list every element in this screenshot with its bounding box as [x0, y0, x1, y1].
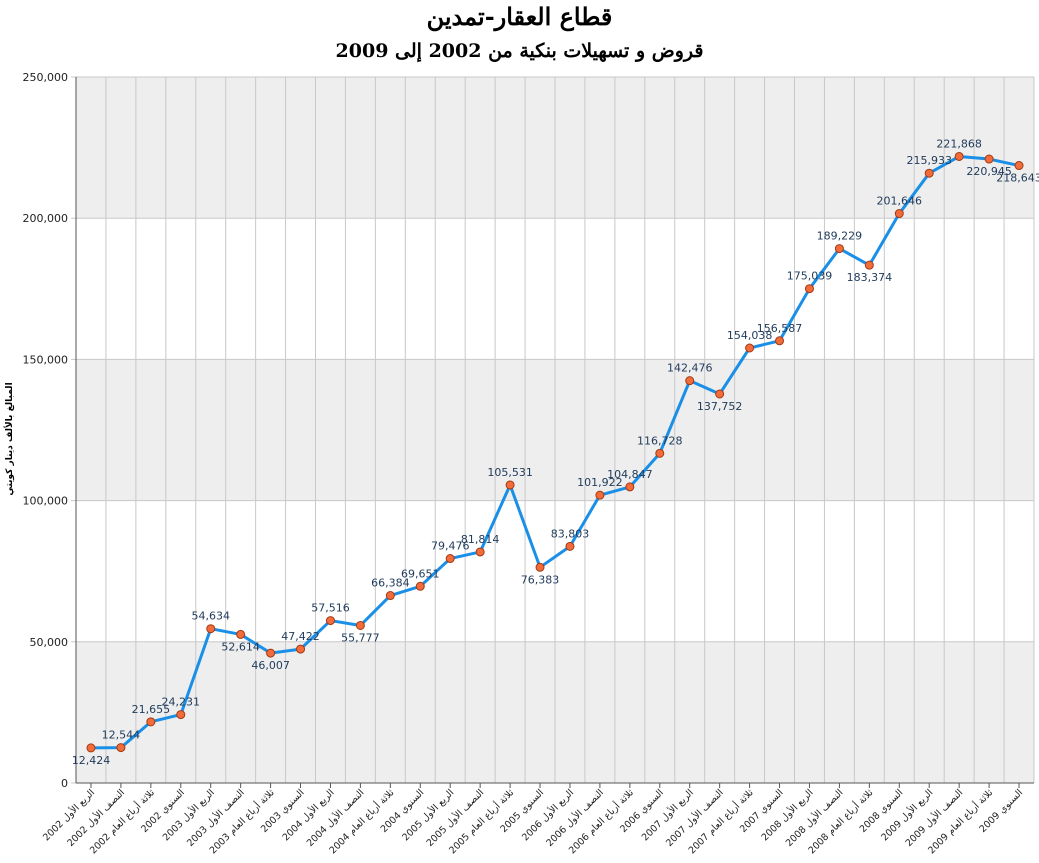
data-label: 215,933 — [906, 154, 952, 167]
data-label: 154,038 — [727, 329, 773, 342]
data-label: 12,544 — [102, 729, 141, 742]
data-point — [355, 620, 365, 630]
x-tick-label: الربع الأول 2002 — [40, 787, 97, 844]
x-tick-label: الربع الأول 2009 — [879, 787, 936, 844]
data-point — [535, 562, 545, 572]
data-label: 183,374 — [847, 271, 893, 284]
data-label: 24,231 — [162, 696, 201, 709]
data-point — [296, 644, 306, 654]
data-point — [864, 260, 874, 270]
data-label: 54,634 — [191, 610, 230, 623]
y-tick-label: 150,000 — [23, 353, 69, 366]
data-label: 47,422 — [281, 630, 320, 643]
data-label: 137,752 — [697, 400, 743, 413]
data-label: 101,922 — [577, 476, 623, 489]
data-label: 55,777 — [341, 631, 380, 644]
data-point — [595, 490, 605, 500]
axes — [75, 77, 1034, 788]
data-point — [445, 554, 455, 564]
data-label: 46,007 — [251, 659, 290, 672]
x-tick-label: الربع الأول 2005 — [400, 787, 457, 844]
data-label: 12,424 — [72, 754, 111, 767]
data-point — [505, 480, 515, 490]
data-point — [325, 616, 335, 626]
data-point — [954, 151, 964, 161]
data-point — [715, 389, 725, 399]
data-label: 175,039 — [787, 270, 833, 283]
series-line — [90, 154, 1020, 750]
y-tick-label: 50,000 — [30, 636, 69, 649]
data-point — [146, 717, 156, 727]
data-label: 76,383 — [521, 573, 560, 586]
data-point — [565, 541, 575, 551]
y-tick-label: 250,000 — [23, 71, 69, 84]
data-point — [266, 648, 276, 658]
data-label: 221,868 — [936, 137, 982, 150]
data-label: 116,728 — [637, 434, 683, 447]
data-point — [116, 743, 126, 753]
data-label: 220,945 — [966, 165, 1012, 178]
data-label: 52,614 — [221, 640, 260, 653]
data-label: 69,651 — [401, 567, 440, 580]
x-tick-label: الربع الأول 2006 — [519, 787, 576, 844]
data-point — [236, 629, 246, 639]
data-label: 189,229 — [817, 230, 863, 243]
data-point — [625, 482, 635, 492]
data-point — [415, 581, 425, 591]
y-tick-label: 200,000 — [23, 212, 69, 225]
data-label: 218,643 — [996, 172, 1039, 185]
data-point — [804, 284, 814, 294]
x-tick-label: الربع الأول 2004 — [280, 787, 337, 844]
data-point — [475, 547, 485, 557]
data-label: 83,803 — [551, 527, 590, 540]
data-point — [655, 448, 665, 458]
x-tick-label: الربع الأول 2008 — [759, 787, 816, 844]
data-label: 105,531 — [487, 466, 533, 479]
y-tick-label: 0 — [61, 777, 68, 790]
chart-title: قطاع العقار-تمدين — [426, 2, 613, 31]
data-label: 81,814 — [461, 533, 500, 546]
data-point — [86, 743, 96, 753]
data-points — [86, 151, 1024, 753]
data-label: 156,587 — [757, 322, 803, 335]
data-point — [1014, 161, 1024, 171]
data-point — [176, 710, 186, 720]
data-point — [685, 376, 695, 386]
y-tick-label: 100,000 — [23, 495, 69, 508]
data-label: 201,646 — [877, 195, 923, 208]
data-point — [834, 244, 844, 254]
data-point — [894, 209, 904, 219]
chart-subtitle: قروض و تسهيلات بنكية من 2002 إلى 2009 — [335, 40, 704, 62]
y-tick-labels: 0 50,000 100,000 150,000 200,000 250,000 — [23, 71, 69, 790]
data-label: 57,516 — [311, 602, 350, 615]
data-label: 104,847 — [607, 468, 653, 481]
data-label: 66,384 — [371, 577, 410, 590]
data-point — [775, 336, 785, 346]
data-label: 142,476 — [667, 362, 713, 375]
data-point — [984, 154, 994, 164]
data-point — [745, 343, 755, 353]
data-label: 79,476 — [431, 540, 470, 553]
x-tick-label: الربع الأول 2007 — [639, 787, 696, 844]
series-line-group — [90, 154, 1020, 750]
data-point — [206, 624, 216, 634]
x-tick-label: الربع الأول 2003 — [160, 787, 217, 844]
data-point — [924, 168, 934, 178]
data-point — [385, 591, 395, 601]
data-label: 21,655 — [132, 703, 171, 716]
